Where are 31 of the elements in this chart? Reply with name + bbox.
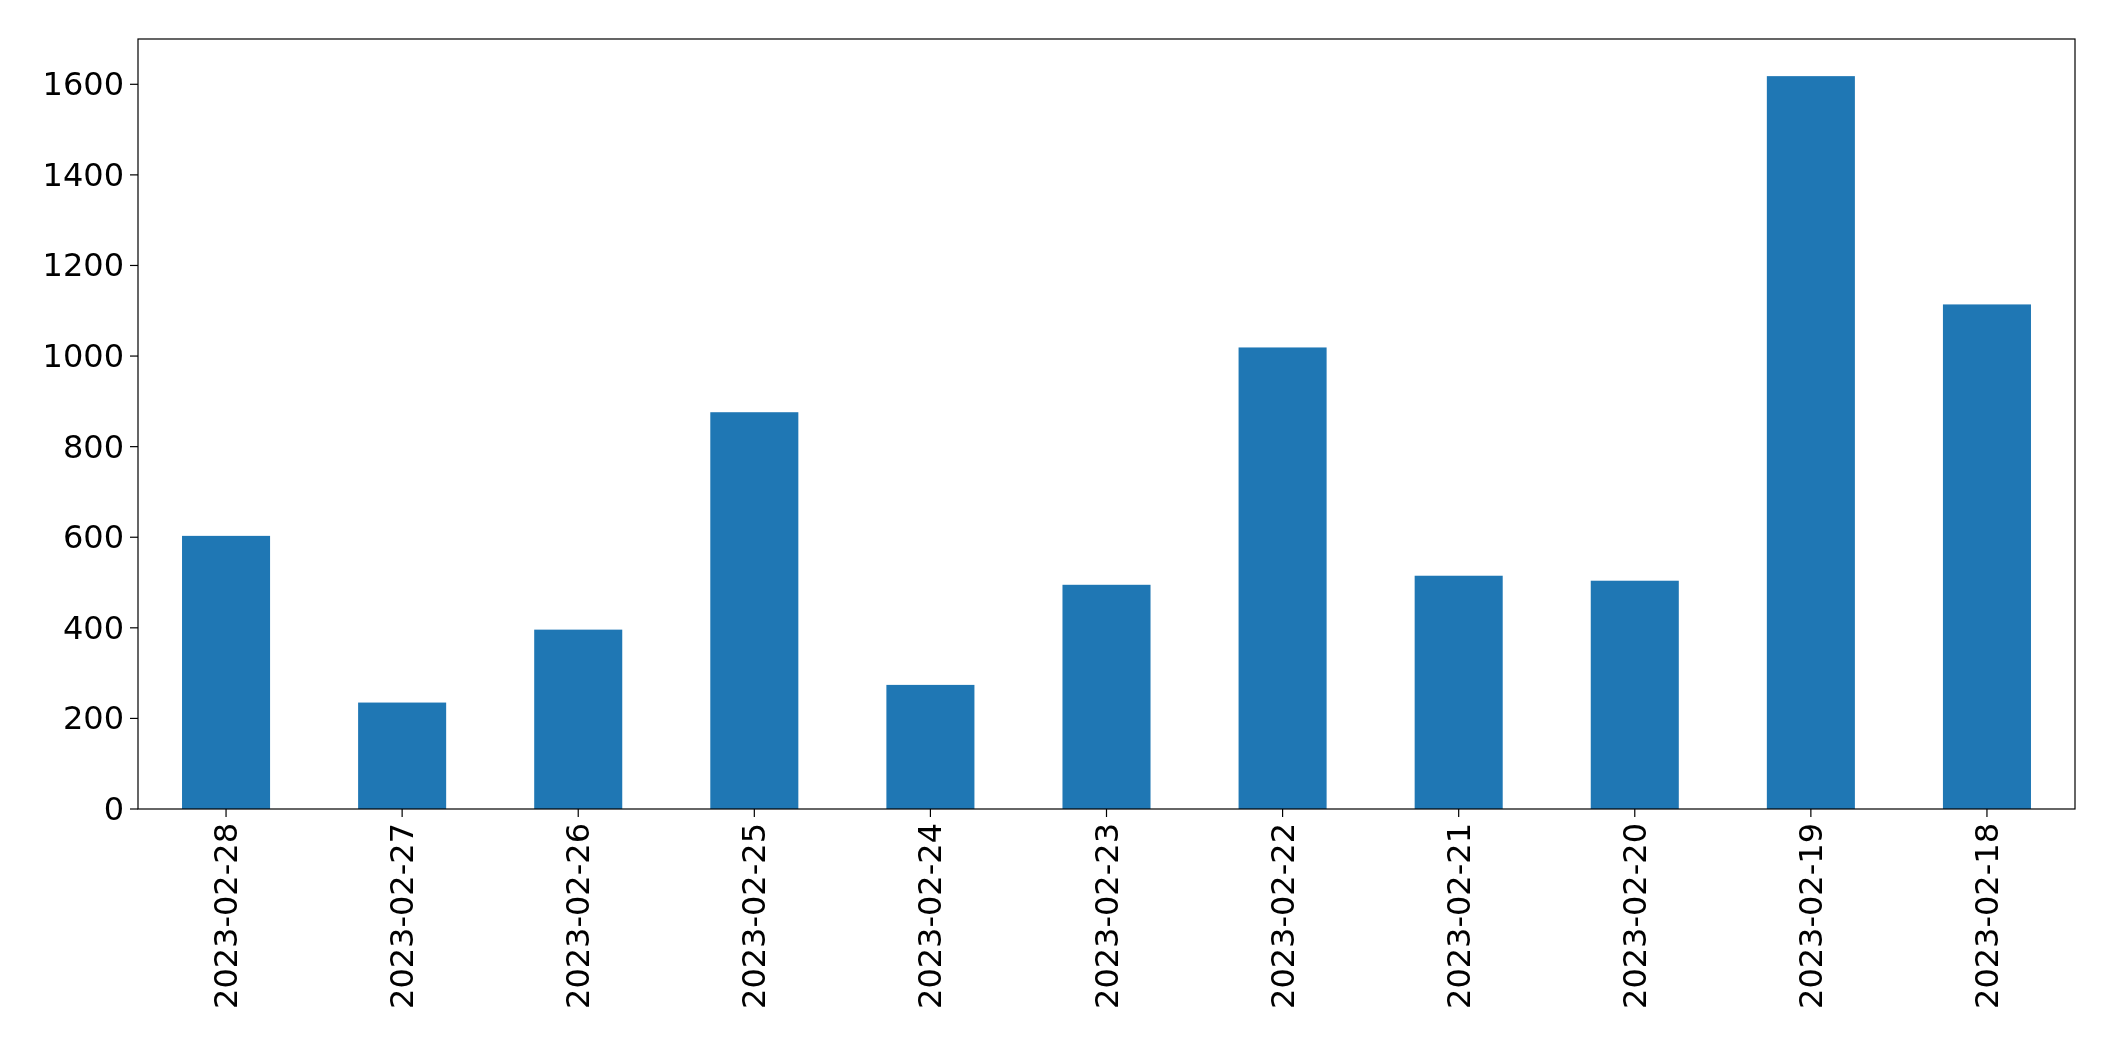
y-tick-label: 600 [62, 518, 124, 557]
x-tick-label: 2023-02-25 [735, 823, 774, 1009]
x-tick-label: 2023-02-28 [207, 823, 246, 1009]
y-tick-label: 200 [62, 699, 124, 738]
bar [1062, 584, 1151, 809]
x-tick-label: 2023-02-22 [1263, 823, 1302, 1009]
y-tick-label: 1000 [42, 337, 124, 376]
x-tick-label: 2023-02-24 [911, 823, 950, 1009]
y-tick-label: 0 [103, 790, 124, 828]
bar [710, 412, 799, 809]
bar [1414, 575, 1503, 809]
y-tick-label: 800 [62, 427, 124, 466]
bar [182, 535, 271, 809]
y-tick-label: 400 [62, 608, 124, 647]
y-tick-label: 1200 [42, 246, 124, 285]
y-tick-label: 1600 [42, 65, 124, 104]
x-tick-label: 2023-02-27 [383, 823, 422, 1009]
bar [1590, 580, 1679, 809]
x-tick-label: 2023-02-21 [1439, 823, 1478, 1009]
x-tick-label: 2023-02-20 [1615, 823, 1654, 1009]
bar [358, 702, 447, 809]
bar [534, 629, 623, 809]
x-tick-label: 2023-02-19 [1791, 823, 1830, 1009]
bar [1942, 304, 2031, 809]
bar [1766, 76, 1855, 809]
bar [886, 684, 975, 809]
x-tick-label: 2023-02-18 [1967, 823, 2006, 1009]
bar [1238, 347, 1327, 809]
y-tick-label: 1400 [42, 155, 124, 194]
x-tick-label: 2023-02-26 [559, 823, 598, 1009]
x-tick-label: 2023-02-23 [1087, 823, 1126, 1009]
